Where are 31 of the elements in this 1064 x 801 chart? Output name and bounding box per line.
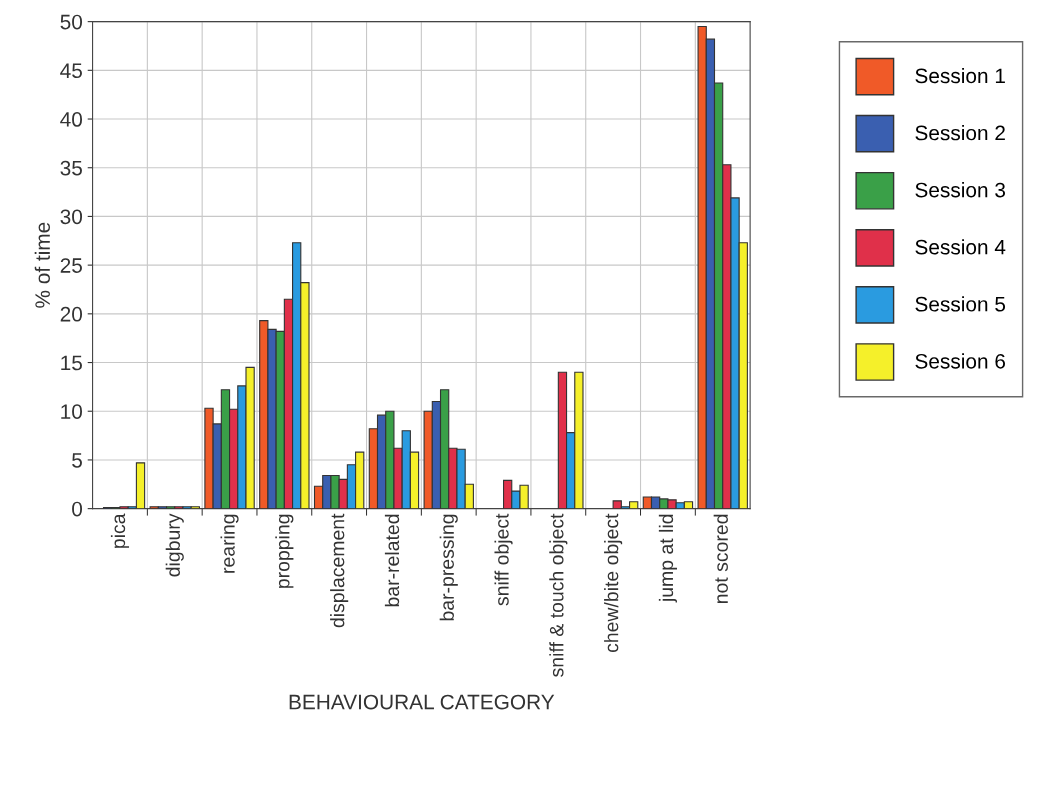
y-tick-label: 5 [72, 453, 82, 468]
x-tick-label: pica [110, 513, 130, 548]
x-tick-label: bar-related [384, 514, 400, 607]
legend-label: Session 5 [915, 296, 1006, 312]
x-tick-label: sniff object [494, 513, 513, 606]
y-tick-label: 45 [60, 63, 82, 79]
x-tick-label: jump at lid [658, 514, 677, 603]
y-tick-label: 25 [60, 258, 82, 273]
legend-label: Session 2 [915, 125, 1005, 141]
y-tick-label: 15 [61, 355, 82, 371]
x-tick-label: digbury [165, 513, 184, 577]
y-tick-label: 30 [60, 209, 83, 225]
x-tick-label: bar-pressing [439, 514, 458, 621]
x-tick-label: propping [275, 514, 294, 588]
x-tick-label: chew/bite object [604, 513, 623, 653]
y-tick-label: 50 [60, 14, 83, 30]
x-tick-label: displacement [330, 513, 349, 628]
x-tick-label: sniff & touch object [549, 513, 568, 677]
y-axis-title: % of time [34, 222, 50, 308]
legend-label: Session 6 [915, 353, 1006, 369]
x-axis-title: BEHAVIOURAL CATEGORY [289, 694, 555, 710]
legend-label: Session 3 [915, 182, 1006, 198]
y-tick-label: 0 [72, 501, 83, 517]
y-tick-label: 40 [60, 112, 83, 127]
legend-label: Session 4 [915, 239, 1006, 255]
x-tick-label: rearing [220, 514, 239, 573]
x-tick-label: not scored [713, 514, 728, 603]
legend-label: Session 1 [915, 67, 1005, 84]
y-tick-label: 35 [60, 160, 82, 176]
y-tick-label: 20 [60, 306, 83, 322]
y-tick-label: 10 [61, 404, 83, 419]
